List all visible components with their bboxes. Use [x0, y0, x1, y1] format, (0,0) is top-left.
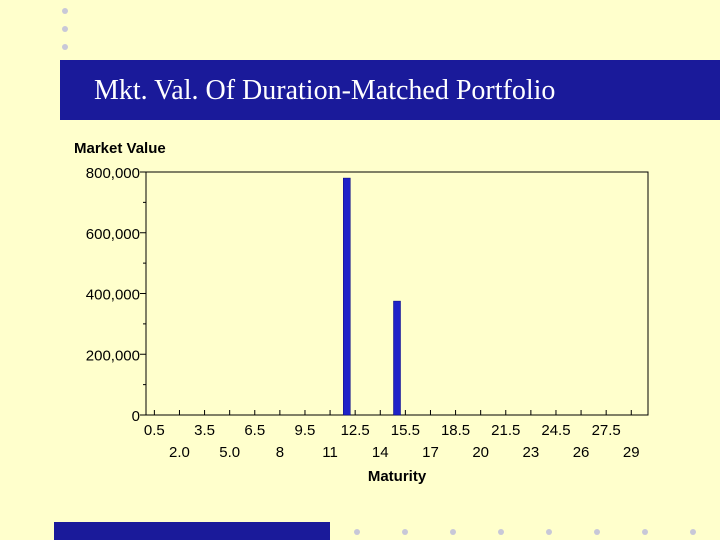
decorative-dot — [450, 529, 456, 535]
x-tick-label: 0.5 — [144, 422, 165, 439]
decorative-dot — [546, 529, 552, 535]
decorative-dot — [642, 529, 648, 535]
x-tick-label: 20 — [472, 444, 489, 461]
decorative-dot — [62, 44, 68, 50]
x-tick-label: 8 — [276, 444, 284, 461]
decorative-dot — [354, 529, 360, 535]
bar — [343, 177, 351, 416]
decorative-dot — [498, 529, 504, 535]
x-tick-label: 18.5 — [441, 422, 470, 439]
decorative-dots-top — [62, 8, 72, 62]
decorative-dot — [62, 26, 68, 32]
x-tick-label: 9.5 — [295, 422, 316, 439]
decorative-dot — [594, 529, 600, 535]
x-tick-label: 15.5 — [391, 422, 420, 439]
slide-title: Mkt. Val. Of Duration-Matched Portfolio — [94, 75, 556, 106]
decorative-dot — [690, 529, 696, 535]
x-tick-label: 11 — [322, 444, 338, 461]
x-tick-label: 27.5 — [592, 422, 621, 439]
y-axis-title: Market Value — [74, 140, 166, 157]
decorative-dot — [402, 529, 408, 535]
title-bar: Mkt. Val. Of Duration-Matched Portfolio — [60, 60, 720, 120]
y-tick-label: 600,000 — [86, 226, 140, 243]
y-tick-label: 200,000 — [86, 347, 140, 364]
x-tick-label: 17 — [422, 444, 439, 461]
x-tick-label: 24.5 — [541, 422, 570, 439]
x-tick-label: 5.0 — [219, 444, 240, 461]
x-tick-label: 2.0 — [169, 444, 190, 461]
x-tick-label: 23 — [523, 444, 540, 461]
x-tick-label: 21.5 — [491, 422, 520, 439]
decorative-dots-bottom — [354, 529, 720, 537]
y-tick-label: 800,000 — [86, 165, 140, 182]
x-tick-label: 6.5 — [244, 422, 265, 439]
decorative-dot — [62, 8, 68, 14]
y-tick-label: 0 — [132, 408, 140, 425]
bar — [393, 300, 401, 416]
market-value-chart: 0 200,000 400,000 600,000 800,000 0.5 3.5 6.5 9.… — [74, 140, 649, 485]
x-tick-label: 3.5 — [194, 422, 215, 439]
x-tick-label: 12.5 — [341, 422, 370, 439]
x-tick-label: 14 — [372, 444, 389, 461]
x-axis-title: Maturity — [368, 468, 427, 485]
footer-bar — [54, 522, 330, 540]
x-tick-label: 29 — [623, 444, 640, 461]
x-tick-label: 26 — [573, 444, 590, 461]
y-tick-label: 400,000 — [86, 287, 140, 304]
